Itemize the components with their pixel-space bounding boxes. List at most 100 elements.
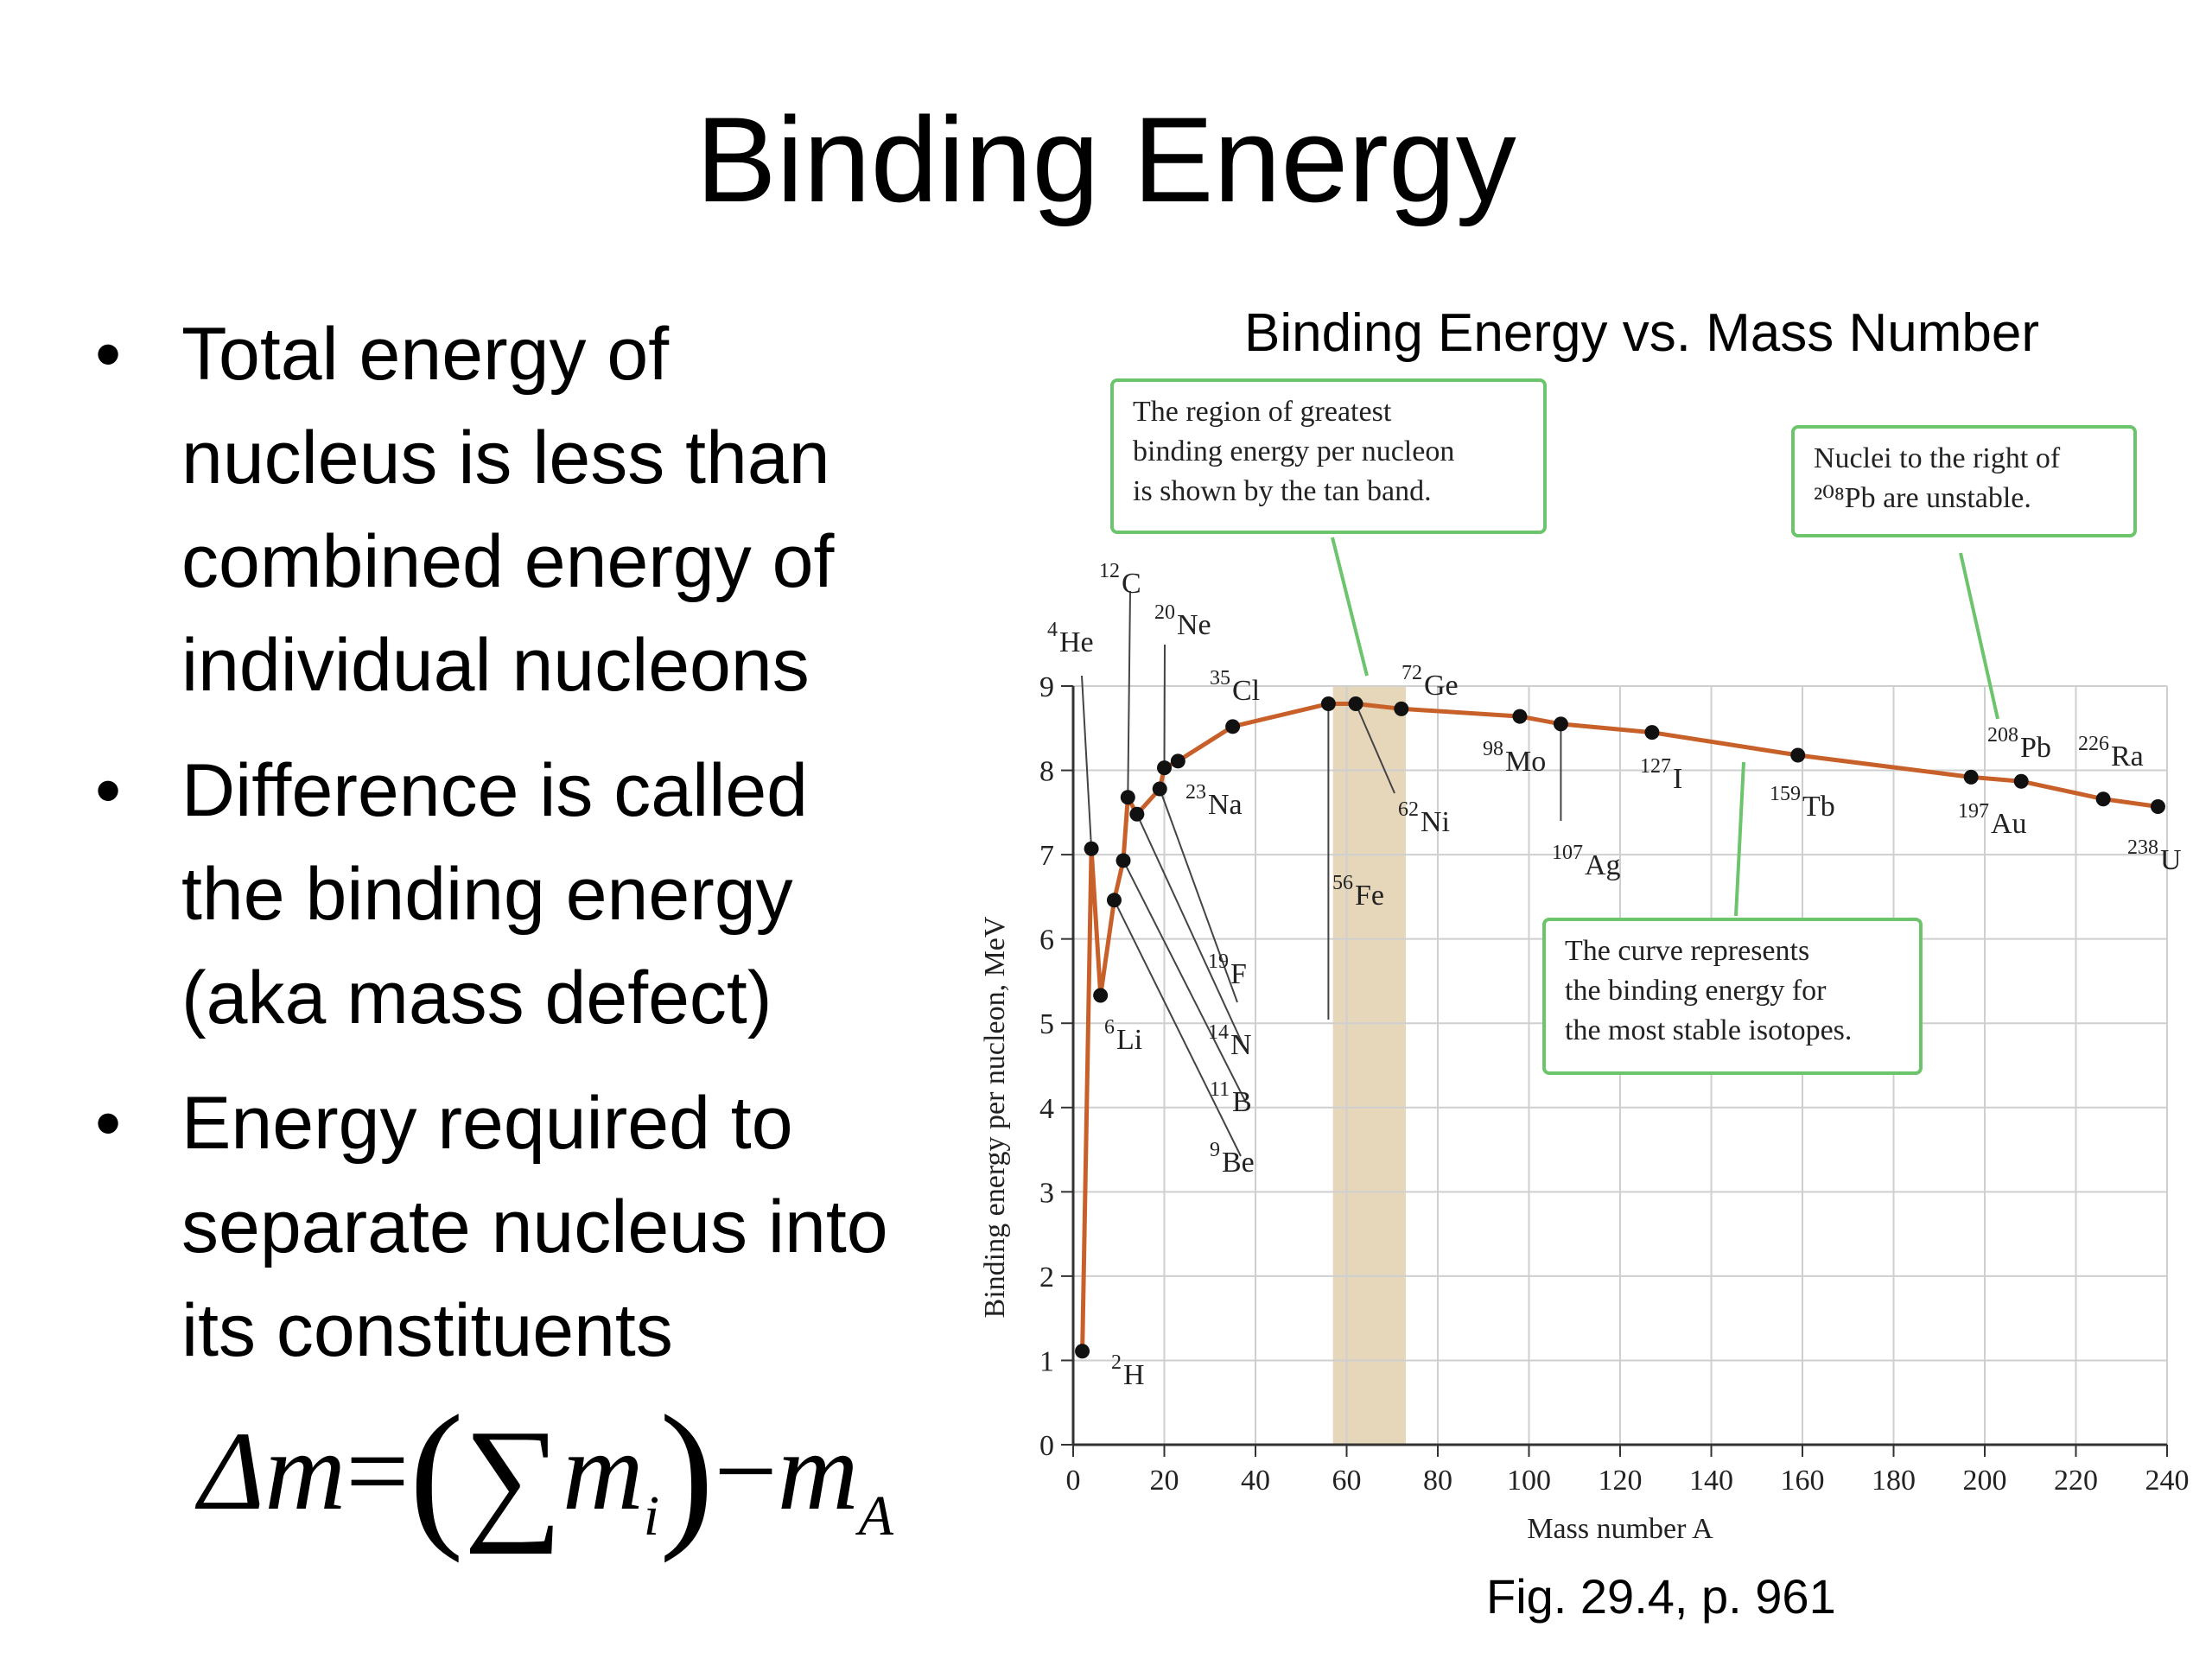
nuclide-mass-number: 4 [1047, 619, 1058, 641]
figure-caption: Fig. 29.4, p. 961 [1486, 1569, 1836, 1624]
nuclide-symbol: Cl [1232, 675, 1260, 707]
bullet-line: the binding energy [181, 853, 793, 936]
nuclide-label: 238 U [2127, 836, 2182, 876]
x-tick-label: 180 [1872, 1465, 1916, 1497]
curve-callout: The curve represents the binding energy … [1542, 918, 1923, 1075]
nuclide-label: 20 Ne [1154, 601, 1211, 641]
y-tick-label: 1 [1039, 1345, 1054, 1377]
binding-energy-chart: 0 20 40 60 80 100 120 140 160 180 200 220 2400123456… [979, 537, 2190, 1545]
formula-open-paren: ( [409, 1382, 464, 1564]
nuclide-mass-number: 127 [1640, 755, 1671, 778]
y-tick-label: 6 [1039, 925, 1054, 957]
nuclide-mass-number: 62 [1398, 798, 1419, 821]
nuclide-mass-number: 20 [1154, 601, 1175, 624]
curve-callout-line: the most stable isotopes. [1565, 1014, 1853, 1046]
band-callout-pointer [1331, 537, 1369, 677]
x-tick-label: 200 [1963, 1465, 2007, 1497]
x-tick-label: 80 [1423, 1465, 1452, 1497]
nuclide-label: 35 Cl [1210, 667, 1260, 707]
data-point [2150, 799, 2165, 815]
x-tick-label: 120 [1599, 1465, 1643, 1497]
unstable-callout-pointer [1959, 552, 1999, 720]
y-axis-label: Binding energy per nucleon, MeV [979, 916, 1011, 1318]
unstable-callout-line: ²⁰⁸Pb are unstable. [1814, 482, 2031, 514]
nuclide-symbol: He [1059, 626, 1094, 658]
bullet-dot: • [95, 1082, 122, 1165]
data-point [1106, 893, 1122, 908]
bullet-line: its constituents [181, 1289, 673, 1372]
bullet-line: separate nucleus into [181, 1185, 888, 1268]
bullet-dot: • [95, 313, 122, 396]
nuclide-label: 14 N [1208, 1021, 1252, 1061]
data-point [1963, 769, 1979, 785]
nuclide-mass-number: 197 [1958, 800, 1989, 823]
formula-sub-i: i [643, 1484, 660, 1548]
nuclide-label: 226 Ra [2078, 733, 2144, 772]
data-point [1075, 1344, 1090, 1359]
nuclide-mass-number: 56 [1332, 872, 1353, 894]
nuclide-mass-number: 226 [2078, 733, 2109, 755]
nuclide-label: 197 Au [1958, 800, 2027, 840]
binding-energy-curve [1080, 702, 2158, 1351]
data-point [1084, 841, 1099, 856]
nuclide-mass-number: 6 [1104, 1016, 1115, 1039]
data-point [1157, 760, 1172, 776]
data-point [2095, 791, 2111, 807]
y-tick-label: 3 [1039, 1177, 1054, 1209]
nuclide-symbol: Ni [1421, 806, 1450, 838]
data-point [1512, 709, 1528, 724]
y-tick-label: 2 [1039, 1262, 1054, 1294]
label-leader [1355, 703, 1395, 794]
bullet-line: combined energy of [181, 520, 835, 603]
label-leader [1135, 813, 1243, 1045]
nuclide-symbol: Ra [2111, 741, 2144, 772]
nuclide-symbol: H [1123, 1359, 1145, 1391]
nuclide-mass-number: 14 [1208, 1021, 1229, 1044]
nuclide-symbol: U [2160, 844, 2182, 876]
label-leader [1159, 788, 1238, 1003]
formula-delta-m: Δm [199, 1409, 346, 1534]
x-axis-label: Mass number A [1527, 1513, 1713, 1545]
data-point [1644, 725, 1660, 741]
x-tick-label: 100 [1507, 1465, 1551, 1497]
nuclide-mass-number: 107 [1552, 842, 1583, 864]
nuclide-label: 6 Li [1104, 1016, 1142, 1056]
unstable-callout-line: Nuclei to the right of [1814, 442, 2061, 474]
nuclide-label: 159 Tb [1770, 783, 1835, 823]
data-point [1320, 696, 1336, 711]
data-point [1120, 790, 1135, 805]
formula-close-paren: ) [659, 1382, 715, 1564]
nuclide-label: 107 Ag [1552, 842, 1621, 881]
y-tick-label: 7 [1039, 840, 1054, 872]
bullet-list: • Total energy of nucleus is less than c… [86, 302, 968, 1404]
nuclide-mass-number: 19 [1208, 950, 1229, 973]
nuclide-label: 23 Na [1185, 781, 1243, 821]
y-tick-label: 8 [1039, 756, 1054, 788]
nuclide-symbol: Mo [1505, 746, 1546, 778]
data-point [1553, 716, 1568, 732]
nuclide-label: 127 I [1640, 755, 1682, 795]
nuclide-mass-number: 9 [1210, 1139, 1220, 1161]
nuclide-symbol: Tb [1802, 791, 1835, 823]
label-leader [1113, 899, 1242, 1157]
curve-callout-pointer [1734, 761, 1745, 917]
nuclide-label: 9 Be [1210, 1139, 1255, 1179]
bullet-line: nucleus is less than [181, 416, 830, 499]
nuclide-label: 4 He [1047, 619, 1094, 658]
bullet-dot: • [95, 749, 122, 832]
nuclide-symbol: F [1230, 958, 1247, 990]
nuclide-label: 72 Ge [1402, 662, 1459, 702]
nuclide-mass-number: 208 [1987, 724, 2018, 747]
bullet-line: (aka mass defect) [181, 957, 772, 1039]
nuclide-symbol: Pb [2020, 732, 2051, 764]
mass-defect-formula: Δm=(∑mi)−mA [199, 1391, 893, 1555]
nuclide-mass-number: 23 [1185, 781, 1206, 804]
chart-title: Binding Energy vs. Mass Number [1243, 303, 2040, 363]
data-point [2013, 773, 2029, 789]
band-callout-line: binding energy per nucleon [1133, 435, 1455, 467]
label-leader [1163, 644, 1166, 768]
unstable-callout: Nuclei to the right of ²⁰⁸Pb are unstabl… [1791, 425, 2137, 537]
formula-m-a: m [777, 1409, 859, 1534]
bullet-item: • Energy required to separate nucleus in… [86, 1071, 968, 1382]
